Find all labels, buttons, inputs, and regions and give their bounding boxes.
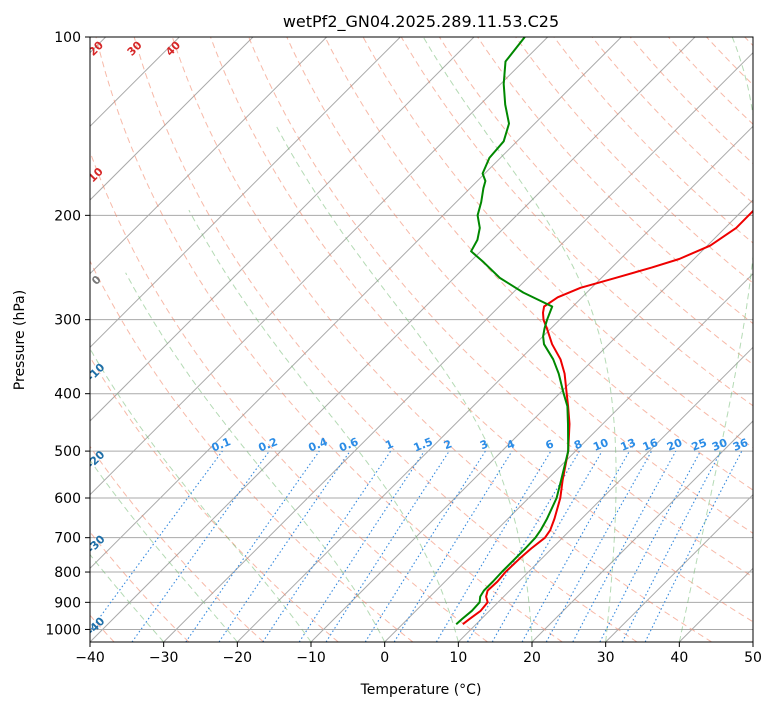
x-tick-label: −40 <box>75 650 105 666</box>
x-tick-label: 20 <box>523 650 541 666</box>
y-tick-label: 300 <box>54 313 81 329</box>
y-tick-label: 700 <box>54 531 81 547</box>
y-tick-label: 200 <box>54 208 81 224</box>
y-tick-label: 1000 <box>45 622 81 638</box>
x-tick-label: 30 <box>597 650 615 666</box>
y-tick-label: 900 <box>54 595 81 611</box>
y-axis-label: Pressure (hPa) <box>12 290 28 390</box>
chart-title: wetPf2_GN04.2025.289.11.53.C25 <box>283 12 559 32</box>
x-tick-label: −30 <box>149 650 179 666</box>
x-tick-label: 40 <box>670 650 688 666</box>
x-axis-label: Temperature (°C) <box>360 682 482 698</box>
x-tick-label: 50 <box>744 650 762 666</box>
x-tick-label: 0 <box>380 650 389 666</box>
x-tick-label: −20 <box>223 650 253 666</box>
x-tick-label: −10 <box>296 650 326 666</box>
y-tick-label: 600 <box>54 491 81 507</box>
y-tick-label: 400 <box>54 387 81 403</box>
y-tick-label: 100 <box>54 30 81 46</box>
y-tick-label: 800 <box>54 565 81 581</box>
x-tick-label: 10 <box>449 650 467 666</box>
y-tick-label: 500 <box>54 444 81 460</box>
